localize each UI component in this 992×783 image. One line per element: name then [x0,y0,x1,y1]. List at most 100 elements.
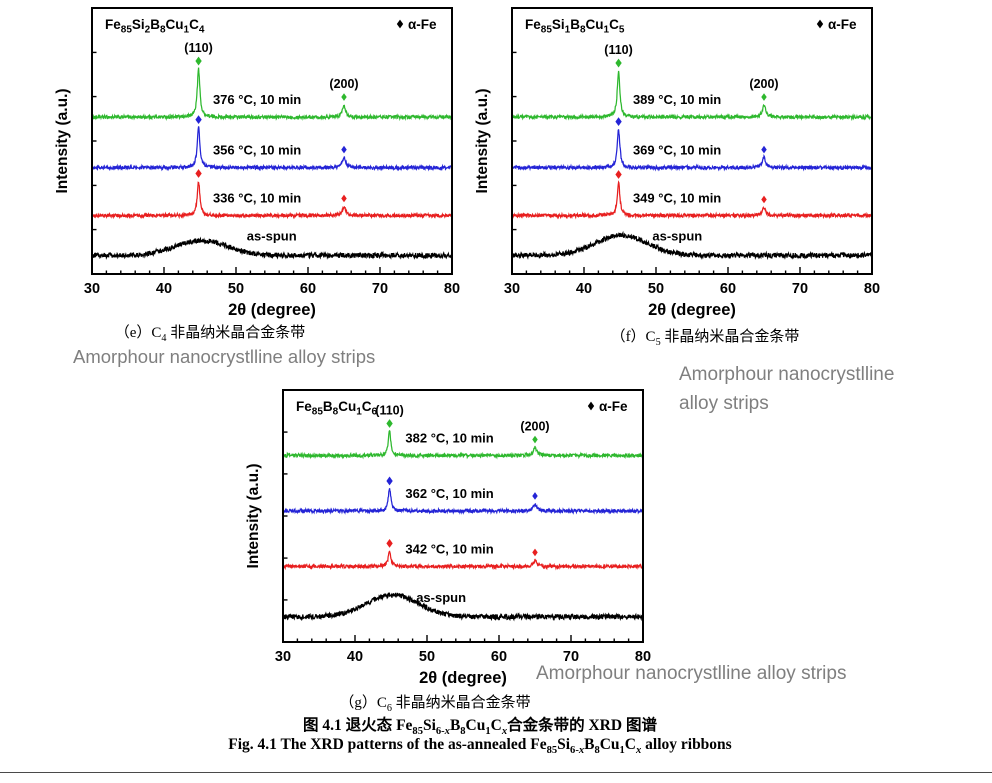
x-tick-label: 40 [347,649,363,665]
xrd-trace [91,67,453,122]
x-tick-label: 40 [156,281,172,297]
trace-label: 389 °C, 10 min [633,92,721,107]
trace-label: 342 °C, 10 min [405,541,493,556]
xrd-chart-e: 376 °C, 10 min (110) (200) 356 °C, 10 min 33… [30,0,472,337]
alpha-fe-marker [761,195,767,204]
translation-overlay-e: Amorphour nanocrystlline alloy strips [73,346,376,367]
trace-label: as-spun [247,228,297,243]
xrd-trace [511,129,873,172]
x-tick-label: 70 [372,281,388,297]
trace-label: 356 °C, 10 min [213,143,301,158]
x-tick-label: 60 [720,281,736,297]
trace-label: 369 °C, 10 min [633,143,721,158]
alpha-fe-marker [532,548,538,557]
xrd-trace [91,236,453,260]
trace-label: 336 °C, 10 min [213,190,301,205]
subcaption-e: （e）C4 非晶纳米晶合金条带 [114,325,306,344]
y-axis-title: Intensity (a.u.) [54,88,71,193]
x-tick-label: 50 [648,281,664,297]
x-tick-label: 80 [635,649,651,665]
x-tick-label: 80 [864,281,880,297]
figure-caption-english: Fig. 4.1 The XRD patterns of the as-anne… [228,736,732,757]
translation-overlay-f-line1: Amorphour nanocrystlline [679,364,895,385]
alpha-fe-marker [386,539,393,548]
x-tick-label: 70 [563,649,579,665]
trace-label: 349 °C, 10 min [633,190,721,205]
x-tick-label: 80 [444,281,460,297]
translation-overlay-f-line2: alloy strips [679,392,769,414]
alpha-fe-marker [761,145,767,154]
alpha-fe-marker [341,194,347,203]
xrd-trace [91,126,453,172]
x-axis-title: 2θ (degree) [648,301,736,319]
xrd-chart-g: 382 °C, 10 min (110) (200) 362 °C, 10 min 34… [221,382,663,705]
y-axis-title: Intensity (a.u.) [474,88,491,193]
subcaption-g: （g）C6 非晶纳米晶合金条带 [339,695,531,714]
alpha-fe-marker [341,145,347,154]
translation-overlay-f: Amorphour nanocrystlline alloy strips [679,361,894,418]
x-tick-label: 30 [84,281,100,297]
xrd-plot-svg: 389 °C, 10 min (110) (200) 369 °C, 10 min 34… [474,7,880,319]
x-tick-label: 60 [491,649,507,665]
trace-label: as-spun [652,228,702,243]
trace-label: 376 °C, 10 min [213,92,301,107]
legend-label: α-Fe [408,17,437,32]
xrd-trace [511,70,873,122]
alpha-fe-marker [195,56,202,66]
figure-caption-chinese: 图 4.1 退火态 Fe85Si6-xB8Cu1Cx合金条带的 XRD 图谱 [303,717,657,738]
alpha-fe-marker [761,93,767,101]
alpha-fe-marker [195,169,202,178]
alpha-fe-marker [341,93,347,101]
x-axis-title: 2θ (degree) [228,301,316,319]
xrd-trace [282,488,644,515]
peak-label-110: (110) [184,41,213,55]
alpha-fe-marker [615,117,622,126]
xrd-trace [511,180,873,220]
alloy-formula-label: Fe85B8Cu1C6 [296,399,378,418]
legend-alpha-fe-marker [587,401,595,411]
xrd-trace [511,230,873,261]
trace-label: 382 °C, 10 min [405,431,493,446]
x-tick-label: 30 [275,649,291,665]
alpha-fe-marker [532,435,538,444]
y-axis-title: Intensity (a.u.) [245,463,262,568]
peak-label-110: (110) [375,404,404,418]
xrd-chart-f: 389 °C, 10 min (110) (200) 369 °C, 10 min 34… [450,0,892,337]
subcaption-f: （f）C5 非晶纳米晶合金条带 [610,329,800,348]
x-tick-label: 50 [419,649,435,665]
trace-label: 362 °C, 10 min [405,486,493,501]
xrd-plot-svg: 382 °C, 10 min(110) (200) 362 °C, 10 min 34… [245,389,651,687]
trace-label: as-spun [416,590,466,605]
peak-label-200: (200) [520,420,549,434]
alpha-fe-marker [615,58,622,68]
x-tick-label: 50 [228,281,244,297]
legend-alpha-fe-marker [396,19,404,29]
alloy-formula-label: Fe85Si2B8Cu1C4 [105,17,205,36]
page-footer-rule [0,772,992,773]
peak-label-110: (110) [604,43,633,57]
xrd-trace [282,592,644,622]
peak-label-200: (200) [749,77,778,91]
peak-label-200: (200) [329,77,358,91]
alpha-fe-marker [386,419,393,428]
legend-label: α-Fe [828,17,857,32]
alloy-formula-label: Fe85Si1B8Cu1C5 [525,17,625,36]
translation-overlay-g: Amorphour nanocrystlline alloy strips [536,663,847,684]
alpha-fe-marker [615,170,622,179]
x-tick-label: 60 [300,281,316,297]
alpha-fe-marker [386,476,393,486]
alpha-fe-marker [532,492,538,500]
legend-alpha-fe-marker [816,19,824,29]
x-tick-label: 40 [576,281,592,297]
x-tick-label: 70 [792,281,808,297]
xrd-trace [91,181,453,220]
x-tick-label: 30 [504,281,520,297]
alpha-fe-marker [195,115,202,124]
x-axis-title: 2θ (degree) [419,669,507,687]
xrd-trace [282,550,644,571]
xrd-trace [282,429,644,460]
xrd-plot-svg: 376 °C, 10 min (110) (200) 356 °C, 10 min 33… [54,7,460,319]
legend-label: α-Fe [599,399,628,414]
